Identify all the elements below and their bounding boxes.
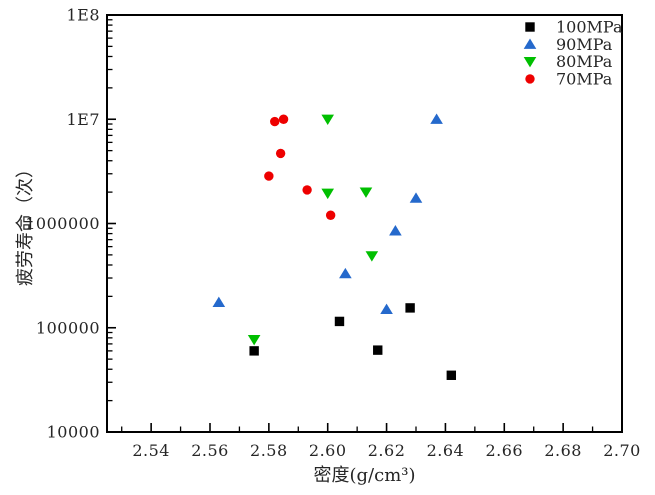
data-point-marker — [373, 345, 383, 355]
legend-marker — [525, 74, 535, 84]
data-point-marker — [275, 148, 286, 159]
x-tick-label: 2.58 — [250, 441, 288, 460]
legend-item-label: 80MPa — [556, 52, 613, 71]
legend-marker — [523, 57, 537, 68]
legend-item-label: 100MPa — [556, 18, 623, 37]
legend — [523, 22, 537, 84]
data-point-marker — [321, 188, 335, 200]
data-point-marker — [325, 210, 336, 220]
series-80MPa — [247, 114, 379, 346]
data-point-marker — [321, 114, 335, 126]
data-point-marker — [365, 251, 379, 262]
y-tick-label: 1E8 — [66, 6, 100, 25]
data-point-marker — [212, 296, 226, 308]
x-tick-label: 2.68 — [544, 441, 582, 460]
legend-marker — [525, 22, 535, 32]
x-tick-label: 2.64 — [427, 441, 465, 460]
x-tick-label: 2.56 — [191, 441, 229, 460]
series-70MPa — [264, 114, 336, 220]
data-point-marker — [380, 303, 393, 314]
legend-marker — [523, 38, 537, 49]
y-tick-label: 10000 — [47, 423, 100, 442]
data-point-marker — [359, 187, 373, 198]
data-point-marker — [278, 114, 289, 124]
data-point-marker — [334, 316, 345, 327]
x-tick-label: 2.54 — [132, 441, 170, 460]
x-tick-label: 2.66 — [485, 441, 523, 460]
y-tick-label: 100000 — [36, 318, 100, 337]
plot-frame — [106, 14, 623, 433]
x-tick-label: 2.70 — [603, 441, 641, 460]
series-100MPa — [249, 303, 457, 380]
data-point-marker — [389, 225, 402, 236]
data-point-marker — [409, 192, 423, 203]
data-point-marker — [247, 334, 261, 346]
y-tick-label: 1000000 — [25, 214, 100, 233]
legend-item-label: 90MPa — [556, 35, 613, 54]
data-point-marker — [270, 116, 280, 127]
series-90MPa — [212, 113, 443, 314]
legend-item-label: 70MPa — [556, 69, 613, 88]
data-point-marker — [339, 267, 352, 279]
data-point-marker — [264, 171, 274, 181]
y-tick-label: 1E7 — [66, 110, 100, 129]
x-axis-title: 密度(g/cm³) — [313, 465, 416, 486]
y-axis-title: 疲劳寿命（次） — [15, 160, 36, 286]
data-point-marker — [446, 370, 457, 380]
data-point-marker — [302, 185, 312, 195]
x-tick-label: 2.62 — [368, 441, 406, 460]
x-tick-label: 2.60 — [309, 441, 347, 460]
data-point-marker — [430, 113, 443, 124]
data-point-marker — [405, 303, 415, 313]
data-point-marker — [249, 346, 259, 356]
